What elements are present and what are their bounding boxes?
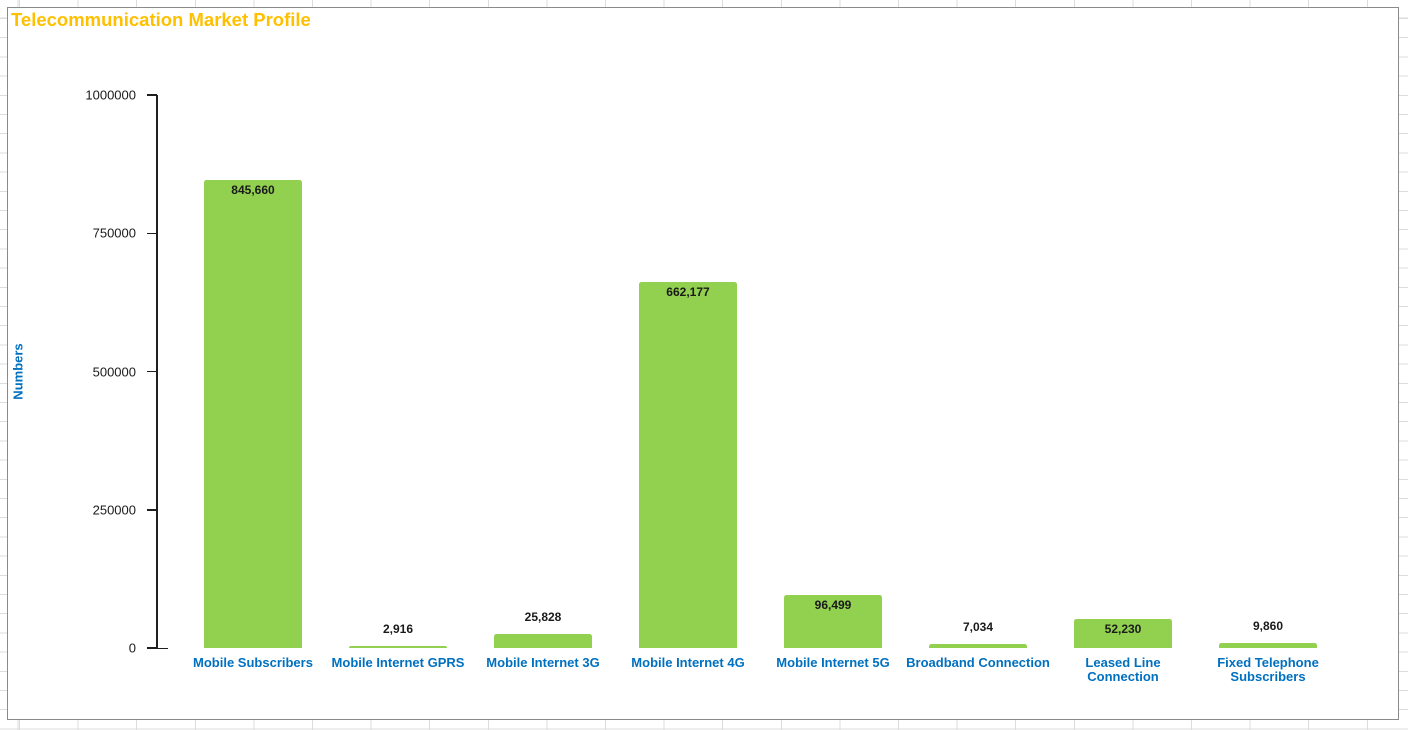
- y-axis-tick: [146, 232, 157, 234]
- bar[interactable]: [204, 180, 302, 648]
- category-label: Mobile Subscribers: [193, 655, 313, 670]
- category-label: Broadband Connection: [906, 655, 1050, 670]
- chart-title[interactable]: Telecommunication Market Profile: [11, 9, 311, 30]
- bar-value-label: 2,916: [382, 622, 414, 637]
- bar[interactable]: [639, 281, 737, 648]
- bar-value-label: 96,499: [814, 597, 852, 612]
- bar[interactable]: [349, 646, 447, 648]
- bar-value-label: 25,828: [524, 609, 562, 624]
- y-axis-tick: [146, 509, 157, 511]
- y-axis-tick-label: 250000: [92, 502, 136, 518]
- y-axis-tick: [146, 370, 157, 373]
- y-axis-tick-label: 0: [128, 640, 136, 656]
- bar[interactable]: [784, 594, 882, 648]
- bar[interactable]: [1219, 642, 1317, 648]
- y-axis-tick: [146, 94, 157, 96]
- bar-value-label: 845,660: [231, 183, 275, 198]
- bar[interactable]: [494, 633, 592, 648]
- category-label: Fixed Telephone Subscribers: [1217, 655, 1319, 684]
- bar[interactable]: [1074, 619, 1172, 648]
- y-axis-tick-label: 1000000: [85, 87, 136, 103]
- bar[interactable]: [929, 644, 1027, 648]
- bar-value-label: 662,177: [666, 284, 710, 299]
- y-axis-tick-label: 750000: [92, 225, 136, 241]
- category-label: Leased Line Connection: [1085, 655, 1161, 684]
- category-label: Mobile Internet GPRS: [331, 655, 465, 670]
- bar-value-label: 9,860: [1252, 618, 1284, 633]
- y-axis-tick-label: 500000: [92, 364, 136, 379]
- x-axis-origin-tick: [156, 647, 168, 649]
- category-label: Mobile Internet 3G: [486, 655, 600, 670]
- chart-object[interactable]: Telecommunication Market Profile Numbers…: [7, 7, 1399, 720]
- y-axis-tick: [146, 647, 157, 649]
- category-label: Mobile Internet 5G: [776, 655, 890, 670]
- bar-value-label: 7,034: [962, 620, 994, 635]
- category-label: Mobile Internet 4G: [631, 655, 745, 670]
- y-axis-line: [156, 95, 158, 648]
- bar-value-label: 52,230: [1104, 622, 1142, 637]
